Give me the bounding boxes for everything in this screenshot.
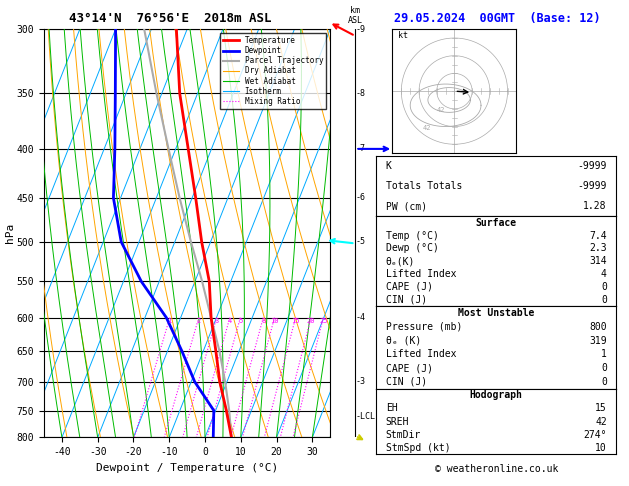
Text: CAPE (J): CAPE (J) bbox=[386, 363, 433, 373]
Text: 2.3: 2.3 bbox=[589, 243, 607, 253]
Text: 42: 42 bbox=[595, 417, 607, 427]
Text: -8: -8 bbox=[355, 89, 365, 98]
Text: Temp (°C): Temp (°C) bbox=[386, 230, 438, 241]
Text: Lifted Index: Lifted Index bbox=[386, 269, 456, 279]
Text: 43°14'N  76°56'E  2018m ASL: 43°14'N 76°56'E 2018m ASL bbox=[69, 12, 271, 25]
X-axis label: Dewpoint / Temperature (°C): Dewpoint / Temperature (°C) bbox=[96, 463, 278, 473]
Text: -6: -6 bbox=[355, 193, 365, 203]
Text: -9999: -9999 bbox=[577, 161, 607, 171]
Text: PW (cm): PW (cm) bbox=[386, 201, 427, 211]
Text: 0: 0 bbox=[601, 295, 607, 305]
Text: 15: 15 bbox=[595, 403, 607, 414]
Y-axis label: hPa: hPa bbox=[5, 223, 15, 243]
Text: © weatheronline.co.uk: © weatheronline.co.uk bbox=[435, 464, 559, 474]
Text: -4: -4 bbox=[355, 313, 365, 322]
Text: 0: 0 bbox=[601, 363, 607, 373]
Text: 3: 3 bbox=[214, 318, 219, 324]
Text: kt: kt bbox=[398, 31, 408, 40]
Text: θₑ(K): θₑ(K) bbox=[386, 256, 415, 266]
Text: CIN (J): CIN (J) bbox=[386, 295, 427, 305]
Text: 1: 1 bbox=[601, 349, 607, 359]
Text: 1: 1 bbox=[168, 318, 172, 324]
Text: K: K bbox=[386, 161, 392, 171]
Text: 274°: 274° bbox=[583, 430, 607, 440]
Legend: Temperature, Dewpoint, Parcel Trajectory, Dry Adiabat, Wet Adiabat, Isotherm, Mi: Temperature, Dewpoint, Parcel Trajectory… bbox=[220, 33, 326, 109]
Text: 42: 42 bbox=[437, 107, 445, 113]
Text: Most Unstable: Most Unstable bbox=[458, 308, 535, 318]
Text: 5: 5 bbox=[238, 318, 242, 324]
Text: 0: 0 bbox=[601, 377, 607, 387]
Text: -3: -3 bbox=[355, 377, 365, 386]
Text: StmSpd (kt): StmSpd (kt) bbox=[386, 443, 450, 453]
Text: Lifted Index: Lifted Index bbox=[386, 349, 456, 359]
Text: 800: 800 bbox=[589, 322, 607, 332]
Text: 25: 25 bbox=[319, 318, 328, 324]
Text: 10: 10 bbox=[270, 318, 279, 324]
Text: Totals Totals: Totals Totals bbox=[386, 181, 462, 191]
Text: -9: -9 bbox=[355, 25, 365, 34]
Text: -7: -7 bbox=[355, 144, 365, 154]
Text: CAPE (J): CAPE (J) bbox=[386, 282, 433, 292]
Text: 10: 10 bbox=[595, 443, 607, 453]
Text: -5: -5 bbox=[355, 237, 365, 246]
Text: 4: 4 bbox=[601, 269, 607, 279]
Text: 29.05.2024  00GMT  (Base: 12): 29.05.2024 00GMT (Base: 12) bbox=[394, 12, 600, 25]
Text: -9999: -9999 bbox=[577, 181, 607, 191]
Text: 2: 2 bbox=[197, 318, 201, 324]
Text: 8: 8 bbox=[261, 318, 265, 324]
Text: θₑ (K): θₑ (K) bbox=[386, 336, 421, 346]
Text: 0: 0 bbox=[601, 282, 607, 292]
Text: km
ASL: km ASL bbox=[348, 6, 363, 25]
Text: 1.28: 1.28 bbox=[583, 201, 607, 211]
Text: StmDir: StmDir bbox=[386, 430, 421, 440]
Text: 20: 20 bbox=[307, 318, 315, 324]
Text: Hodograph: Hodograph bbox=[470, 390, 523, 400]
Text: CIN (J): CIN (J) bbox=[386, 377, 427, 387]
Text: SREH: SREH bbox=[386, 417, 409, 427]
Text: Pressure (mb): Pressure (mb) bbox=[386, 322, 462, 332]
Text: 42: 42 bbox=[423, 125, 431, 131]
Text: 4: 4 bbox=[228, 318, 232, 324]
Text: -LCL: -LCL bbox=[355, 412, 376, 420]
Text: EH: EH bbox=[386, 403, 398, 414]
Text: 15: 15 bbox=[291, 318, 300, 324]
Text: 7.4: 7.4 bbox=[589, 230, 607, 241]
Text: 319: 319 bbox=[589, 336, 607, 346]
Text: 314: 314 bbox=[589, 256, 607, 266]
Text: Dewp (°C): Dewp (°C) bbox=[386, 243, 438, 253]
Text: Surface: Surface bbox=[476, 218, 517, 228]
